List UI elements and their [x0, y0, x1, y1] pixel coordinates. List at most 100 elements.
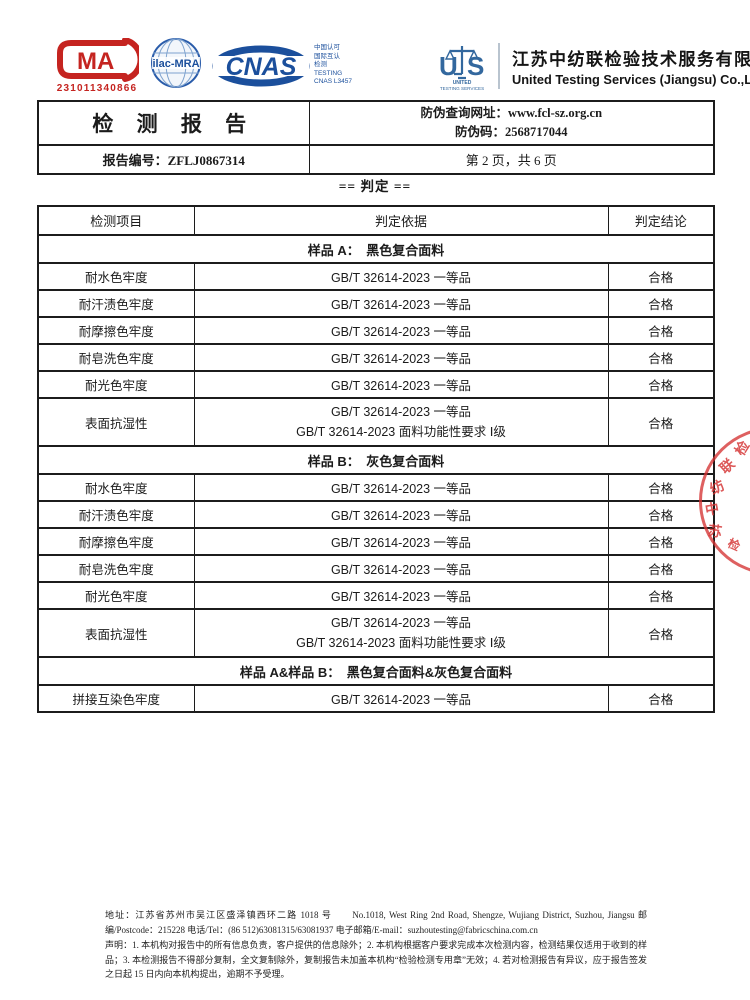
svg-text:ilac-MRA: ilac-MRA — [152, 58, 199, 70]
section-title: 样品 B： 灰色复合面料 — [37, 445, 715, 475]
judgement-basis: GB/T 32614-2023 一等品 GB/T 32614-2023 面料功能… — [193, 397, 609, 447]
svg-text:CNAS: CNAS — [226, 53, 297, 81]
table-row: 耐摩擦色牢度 GB/T 32614-2023 一等品 合格 — [37, 316, 715, 345]
judgement-result: 合格 — [607, 370, 715, 399]
judgement-result: 合格 — [607, 581, 715, 610]
test-item: 耐水色牢度 — [37, 262, 195, 291]
test-item: 耐汗渍色牢度 — [37, 289, 195, 318]
cnas-caption-line: 检测 — [314, 61, 327, 69]
company-names: 江苏中纺联检验技术服务有限公司 United Testing Services … — [512, 45, 750, 87]
footer: 地址：江苏省苏州市吴江区盛泽镇西环二路 1018 号 No.1018, West… — [105, 908, 647, 982]
judgement-basis: GB/T 32614-2023 一等品 — [193, 343, 609, 372]
ilac-mra-mark: ilac-MRA — [149, 36, 203, 95]
table-row: 表面抗湿性 GB/T 32614-2023 一等品 GB/T 32614-202… — [37, 608, 715, 658]
judgement-basis: GB/T 32614-2023 一等品 — [193, 262, 609, 291]
section-row-sample-b: 样品 B： 灰色复合面料 — [37, 445, 715, 475]
cma-mark: MA 231011340866 — [55, 37, 139, 94]
table-row: 表面抗湿性 GB/T 32614-2023 一等品 GB/T 32614-202… — [37, 397, 715, 447]
table-row: 耐光色牢度 GB/T 32614-2023 一等品 合格 — [37, 581, 715, 610]
page-indicator: 第 2 页，共 6 页 — [308, 144, 715, 175]
logo-divider — [497, 42, 500, 89]
test-item: 耐光色牢度 — [37, 370, 195, 399]
seal-char: 检 — [725, 536, 743, 554]
svg-text:UNITED: UNITED — [453, 80, 472, 86]
antifake-cell: 防伪查询网址：www.fcl-sz.org.cn 防伪码：2568717044 — [308, 100, 715, 146]
judgement-result: 合格 — [607, 527, 715, 556]
judgement-basis-line1: GB/T 32614-2023 一等品 — [330, 405, 472, 419]
col-header-basis: 判定依据 — [193, 205, 609, 236]
test-item: 耐皂洗色牢度 — [37, 343, 195, 372]
antifake-url: 防伪查询网址：www.fcl-sz.org.cn — [420, 105, 603, 120]
report-title: 检 测 报 告 — [37, 100, 310, 146]
test-item: 耐汗渍色牢度 — [37, 500, 195, 529]
test-item: 耐皂洗色牢度 — [37, 554, 195, 583]
table-row: 耐摩擦色牢度 GB/T 32614-2023 一等品 合格 — [37, 527, 715, 556]
company-name-cn: 江苏中纺联检验技术服务有限公司 — [511, 49, 750, 69]
table-row: 耐水色牢度 GB/T 32614-2023 一等品 合格 — [37, 262, 715, 291]
judgement-basis-line1: GB/T 32614-2023 一等品 — [330, 616, 472, 630]
test-item: 拼接互染色牢度 — [37, 684, 195, 713]
cma-icon: MA — [57, 37, 139, 82]
judgement-result: 合格 — [607, 289, 715, 318]
judgement-basis: GB/T 32614-2023 一等品 — [193, 581, 609, 610]
judgement-basis-line2: GB/T 32614-2023 面料功能性要求 Ⅰ级 — [296, 425, 506, 439]
table-row: 耐汗渍色牢度 GB/T 32614-2023 一等品 合格 — [37, 289, 715, 318]
section-title: 样品 A： 黑色复合面料 — [37, 234, 715, 264]
svg-text:MA: MA — [77, 48, 114, 75]
test-item: 耐水色牢度 — [37, 473, 195, 502]
cnas-mark: CNAS 中国认可 国际互认 检测 TESTING CNAS L3457 — [211, 41, 352, 91]
judgement-result: 合格 — [607, 343, 715, 372]
judgement-basis-line2: GB/T 32614-2023 面料功能性要求 Ⅰ级 — [296, 636, 506, 650]
table-row: 耐水色牢度 GB/T 32614-2023 一等品 合格 — [37, 473, 715, 502]
table-row: 拼接互染色牢度 GB/T 32614-2023 一等品 合格 — [37, 684, 715, 713]
judgement-basis: GB/T 32614-2023 一等品 — [193, 473, 609, 502]
test-item: 表面抗湿性 — [37, 397, 195, 447]
uts-logo-icon: U S UNITED TESTING SERVICES — [439, 45, 484, 91]
col-header-item: 检测项目 — [37, 205, 195, 236]
col-header-result: 判定结论 — [607, 205, 715, 236]
judgement-result: 合格 — [607, 684, 715, 713]
antifake-code: 防伪码：2568717044 — [454, 125, 568, 139]
table-row: 耐皂洗色牢度 GB/T 32614-2023 一等品 合格 — [37, 343, 715, 372]
test-item: 表面抗湿性 — [37, 608, 195, 658]
table-row: 耐汗渍色牢度 GB/T 32614-2023 一等品 合格 — [37, 500, 715, 529]
judgement-basis: GB/T 32614-2023 一等品 — [193, 289, 609, 318]
uts-brand: U S UNITED TESTING SERVICES 江苏中纺联检验技术服务有… — [436, 40, 750, 92]
ilac-mra-icon: ilac-MRA — [151, 38, 201, 88]
judgement-result: 合格 — [607, 608, 715, 658]
footer-statement: 声明：1. 本机构对报告中的所有信息负责，客户提供的信息除外；2. 本机构根据客… — [105, 939, 647, 980]
test-item: 耐光色牢度 — [37, 581, 195, 610]
cnas-caption: 中国认可 国际互认 检测 TESTING CNAS L3457 — [314, 44, 352, 86]
footer-address-contact: 地址：江苏省苏州市吴江区盛泽镇西环二路 1018 号 No.1018, West… — [105, 910, 647, 935]
header-logos: MA 231011340866 ilac-MRA CNAS 中国认可 国际 — [55, 36, 750, 95]
cnas-caption-line: TESTING — [314, 69, 343, 77]
table-row: 耐光色牢度 GB/T 32614-2023 一等品 合格 — [37, 370, 715, 399]
judgement-basis: GB/T 32614-2023 一等品 — [193, 554, 609, 583]
results-table: 检测项目 判定依据 判定结论 样品 A： 黑色复合面料 耐水色牢度 GB/T 3… — [37, 205, 715, 713]
cnas-caption-line: 国际互认 — [314, 52, 340, 60]
judgement-basis: GB/T 32614-2023 一等品 — [193, 370, 609, 399]
seal-char: 检 — [731, 437, 750, 459]
seal-char: 联 — [716, 455, 738, 477]
verdict-heading: == 判定 == — [338, 179, 412, 194]
report-header-table: 检 测 报 告 防伪查询网址：www.fcl-sz.org.cn 防伪码：256… — [37, 100, 715, 175]
table-row: 耐皂洗色牢度 GB/T 32614-2023 一等品 合格 — [37, 554, 715, 583]
report-number: 报告编号：ZFLJ0867314 — [37, 144, 310, 175]
judgement-basis: GB/T 32614-2023 一等品 — [193, 527, 609, 556]
section-row-sample-a: 样品 A： 黑色复合面料 — [37, 234, 715, 264]
judgement-basis: GB/T 32614-2023 一等品 — [193, 500, 609, 529]
judgement-result: 合格 — [607, 473, 715, 502]
company-name-en: United Testing Services (Jiangsu) Co.,Lt… — [511, 71, 750, 87]
judgement-basis: GB/T 32614-2023 一等品 — [193, 316, 609, 345]
cma-number: 231011340866 — [56, 82, 138, 94]
cnas-caption-line: CNAS L3457 — [314, 78, 352, 86]
cnas-caption-line: 中国认可 — [314, 44, 340, 52]
section-title: 样品 A&样品 B： 黑色复合面料&灰色复合面料 — [37, 656, 715, 686]
judgement-result: 合格 — [607, 397, 715, 447]
judgement-result: 合格 — [607, 500, 715, 529]
judgement-result: 合格 — [607, 262, 715, 291]
judgement-basis: GB/T 32614-2023 一等品 GB/T 32614-2023 面料功能… — [193, 608, 609, 658]
section-row-sample-ab: 样品 A&样品 B： 黑色复合面料&灰色复合面料 — [37, 656, 715, 686]
judgement-result: 合格 — [607, 316, 715, 345]
